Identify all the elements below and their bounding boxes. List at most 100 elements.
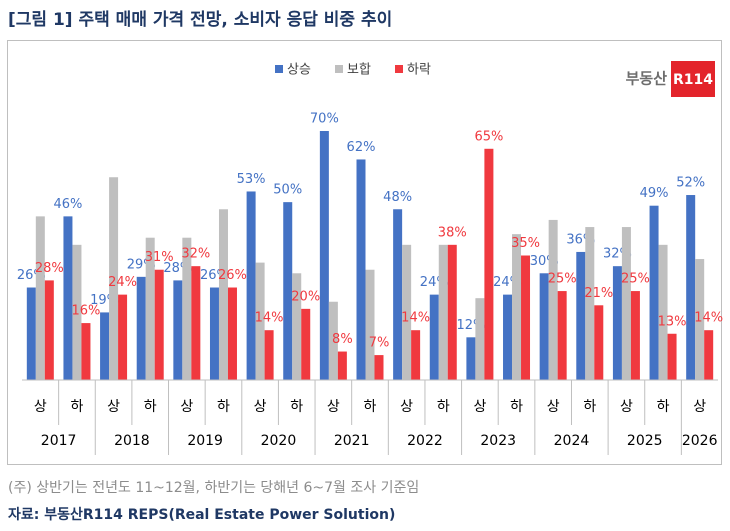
bar	[585, 227, 595, 380]
data-label: 62%	[347, 140, 376, 155]
bar	[484, 148, 494, 380]
bar	[447, 244, 457, 380]
x-group-label: 2026	[682, 433, 718, 449]
x-group-label: 2024	[554, 433, 590, 449]
bar	[292, 273, 302, 380]
bar	[145, 237, 155, 380]
bar	[209, 287, 219, 380]
x-tick-label: 상	[693, 399, 706, 415]
bar	[503, 294, 513, 380]
bar	[191, 266, 201, 380]
bar	[35, 216, 45, 380]
bar	[118, 294, 128, 380]
bar	[521, 255, 531, 380]
x-tick-label: 상	[254, 399, 267, 415]
x-tick-label: 하	[217, 399, 230, 415]
data-label: 65%	[474, 129, 503, 144]
data-label: 50%	[273, 183, 302, 198]
bar	[72, 244, 82, 380]
data-label: 8%	[332, 332, 353, 347]
data-label: 25%	[548, 272, 577, 287]
data-label: 70%	[310, 112, 339, 127]
data-label: 16%	[71, 304, 100, 319]
x-group-label: 2018	[114, 433, 150, 449]
x-tick-label: 하	[437, 399, 450, 415]
x-tick-label: 하	[71, 399, 84, 415]
x-tick-label: 상	[327, 399, 340, 415]
bar	[612, 266, 622, 380]
x-tick-label: 상	[400, 399, 413, 415]
bar	[557, 291, 567, 380]
x-tick-label: 하	[510, 399, 523, 415]
data-label: 31%	[145, 250, 174, 265]
data-label: 14%	[255, 311, 284, 326]
bar	[539, 273, 549, 380]
bar	[621, 227, 631, 380]
data-label: 35%	[511, 236, 540, 251]
bar	[365, 269, 375, 380]
bar	[44, 280, 54, 380]
bar	[227, 287, 237, 380]
data-label: 49%	[640, 186, 669, 201]
bar	[429, 294, 439, 380]
bar	[356, 159, 366, 380]
data-label: 7%	[369, 336, 390, 351]
legend-swatch	[275, 65, 283, 73]
bar	[374, 355, 384, 380]
bar	[667, 333, 677, 380]
chart-title: [그림 1] 주택 매매 가격 전망, 소비자 응답 비중 추이	[8, 10, 392, 30]
legend-swatch	[395, 65, 403, 73]
x-group-label: 2025	[627, 433, 663, 449]
bar	[594, 305, 604, 380]
bar	[411, 330, 421, 380]
bar	[686, 195, 696, 380]
x-tick-label: 하	[583, 399, 596, 415]
bar	[109, 177, 119, 380]
legend-label: 상승	[287, 63, 311, 78]
logo-badge-text: R114	[673, 72, 713, 88]
legend-swatch	[335, 65, 343, 73]
bar	[576, 251, 586, 380]
legend-label: 하락	[407, 63, 431, 78]
bar	[319, 131, 329, 380]
bar	[182, 237, 192, 380]
data-label: 14%	[401, 311, 430, 326]
bar	[328, 301, 338, 380]
bar	[173, 280, 183, 380]
bar	[218, 209, 228, 380]
bar	[649, 205, 659, 380]
bar	[658, 244, 668, 380]
data-label: 21%	[584, 286, 613, 301]
x-tick-label: 하	[364, 399, 377, 415]
bar	[704, 330, 714, 380]
data-label: 48%	[383, 190, 412, 205]
chart-frame	[7, 40, 722, 465]
logo: 부동산 R114	[626, 61, 715, 97]
bar	[548, 219, 558, 380]
x-tick-label: 상	[620, 399, 633, 415]
x-group-label: 2020	[261, 433, 297, 449]
bar	[393, 209, 403, 380]
data-label: 28%	[35, 261, 64, 276]
data-label: 38%	[438, 225, 467, 240]
bar	[512, 234, 522, 380]
bar	[337, 351, 347, 380]
bar	[283, 202, 293, 380]
bar	[154, 269, 164, 380]
bar	[81, 323, 91, 380]
x-tick-label: 하	[144, 399, 157, 415]
bar	[402, 244, 412, 380]
bar	[466, 337, 476, 380]
note: (주) 상반기는 전년도 11~12월, 하반기는 당해년 6~7월 조사 기준…	[8, 480, 419, 496]
x-group-label: 2017	[41, 433, 77, 449]
x-group-label: 2021	[334, 433, 370, 449]
data-label: 32%	[181, 247, 210, 262]
data-label: 53%	[237, 172, 266, 187]
x-tick-label: 상	[473, 399, 486, 415]
x-group-label: 2022	[407, 433, 443, 449]
bar	[475, 298, 485, 380]
data-label: 25%	[621, 272, 650, 287]
logo-badge	[671, 61, 715, 97]
bar	[695, 259, 705, 380]
